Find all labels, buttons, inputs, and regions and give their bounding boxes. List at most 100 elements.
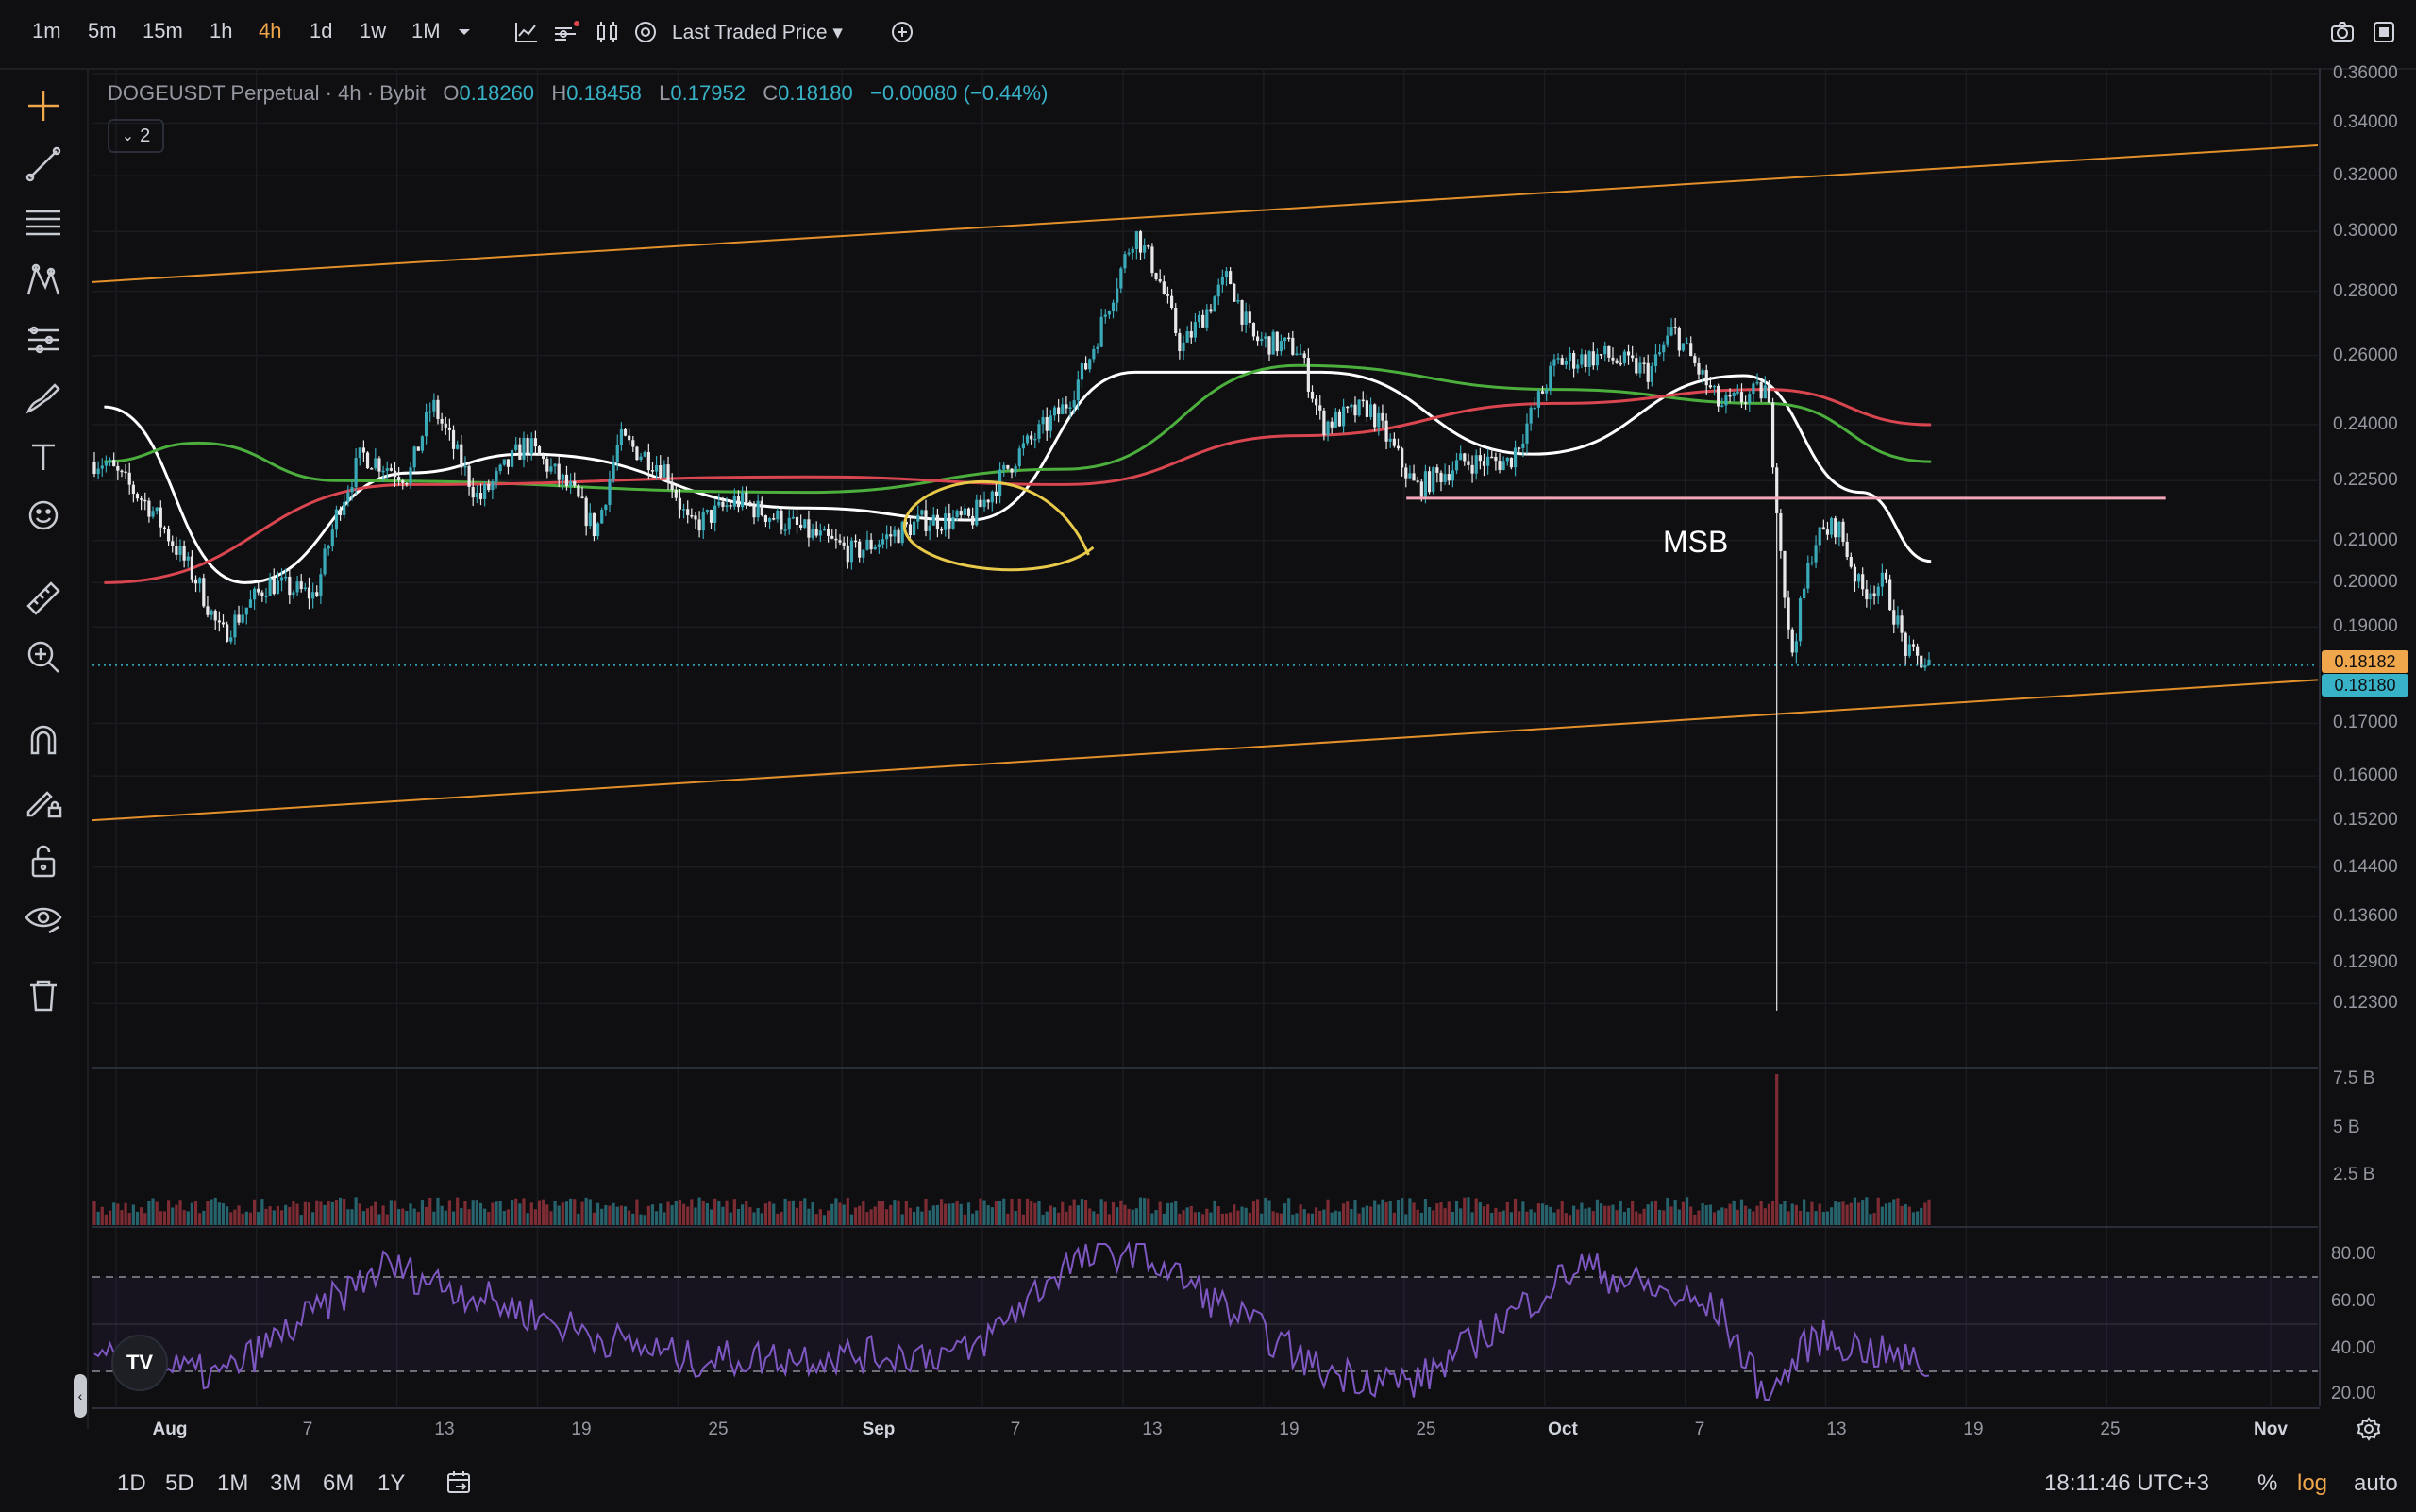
timeframe-5m[interactable]: 5m	[88, 19, 117, 42]
candle-body	[1049, 415, 1052, 431]
volume-bar	[670, 1205, 674, 1225]
volume-bar	[1065, 1211, 1068, 1225]
candle-body	[994, 491, 998, 496]
text-icon[interactable]	[21, 434, 66, 479]
trash-icon[interactable]	[21, 972, 66, 1017]
range-5D[interactable]: 5D	[165, 1470, 194, 1496]
collapse-left-icon[interactable]: ‹	[74, 1374, 87, 1418]
range-1D[interactable]: 1D	[117, 1470, 146, 1496]
candle-body	[760, 500, 763, 516]
candle-body	[311, 592, 315, 599]
clock[interactable]: 18:11:46 UTC+3	[2044, 1470, 2209, 1496]
magnet-icon[interactable]	[21, 717, 66, 763]
symbol-title[interactable]: DOGEUSDT Perpetual · 4h · Bybit	[108, 81, 427, 105]
candle-body	[1408, 473, 1412, 479]
volume-bar	[1552, 1212, 1556, 1225]
tradingview-logo[interactable]: TV	[111, 1335, 168, 1391]
settings-icon[interactable]	[2354, 1414, 2384, 1444]
volume-bar	[346, 1209, 350, 1225]
volume-bar	[725, 1200, 729, 1225]
volume-bar	[787, 1201, 791, 1225]
msb-label[interactable]: MSB	[1663, 525, 1729, 559]
volume-bar	[1704, 1205, 1708, 1225]
trend-line-icon[interactable]	[21, 142, 66, 187]
candle-body	[1892, 610, 1896, 625]
candle-body	[767, 518, 772, 522]
pencil-lock-icon[interactable]	[21, 778, 66, 823]
range-6M[interactable]: 6M	[323, 1470, 355, 1496]
candle-body	[1334, 411, 1337, 428]
price-source-icon[interactable]	[630, 17, 661, 47]
volume-bar	[1107, 1214, 1112, 1225]
calendar-icon[interactable]	[444, 1467, 474, 1497]
candle-body	[830, 535, 834, 539]
volume-bar	[1884, 1203, 1888, 1225]
volume-bar	[1322, 1209, 1326, 1225]
eye-icon[interactable]	[21, 897, 66, 942]
volume-bar	[1748, 1208, 1752, 1225]
chevron-down-icon[interactable]	[449, 17, 479, 47]
emoji-icon[interactable]	[21, 493, 66, 538]
chart-type-icon[interactable]	[512, 17, 542, 47]
timeframe-1M[interactable]: 1M	[411, 19, 441, 42]
crosshair-icon[interactable]	[21, 83, 66, 128]
volume-bar	[1841, 1201, 1845, 1225]
timeframe-4h[interactable]: 4h	[259, 19, 282, 42]
camera-icon[interactable]	[2327, 17, 2357, 47]
volume-bar	[1689, 1206, 1693, 1225]
timeframe-1h[interactable]: 1h	[210, 19, 233, 42]
candle-body	[1162, 281, 1166, 294]
brush-icon[interactable]	[21, 376, 66, 421]
price-type-select[interactable]: Last Traded Price ▾	[672, 22, 843, 43]
range-1Y[interactable]: 1Y	[378, 1470, 406, 1496]
candle-body	[1584, 354, 1587, 367]
volume-bar	[1490, 1213, 1494, 1225]
log-toggle[interactable]: log	[2297, 1470, 2328, 1496]
timeframe-1m[interactable]: 1m	[32, 19, 61, 42]
pattern-icon[interactable]	[21, 259, 66, 304]
candle-body	[573, 480, 577, 486]
volume-bar	[1494, 1207, 1498, 1225]
candle-body	[436, 399, 440, 419]
auto-toggle[interactable]: auto	[2354, 1470, 2398, 1496]
candle-body	[1006, 464, 1010, 469]
zoom-in-icon[interactable]	[21, 634, 66, 680]
candle-body	[939, 529, 944, 531]
ruler-icon[interactable]	[21, 576, 66, 621]
volume-bar	[1451, 1211, 1454, 1225]
lock-icon[interactable]	[21, 838, 66, 883]
volume-bar	[1869, 1214, 1872, 1225]
candle-body	[491, 481, 495, 491]
volume-bar	[248, 1212, 253, 1225]
volume-bar	[350, 1209, 354, 1225]
candle-body	[713, 505, 717, 523]
timeframe-1w[interactable]: 1w	[360, 19, 387, 42]
candle-body	[1435, 467, 1439, 473]
candle-body	[1396, 445, 1401, 449]
volume-bar	[1396, 1200, 1401, 1225]
fib-icon[interactable]	[21, 200, 66, 245]
timeframe-15m[interactable]: 15m	[143, 19, 183, 42]
volume-bar	[897, 1200, 900, 1225]
candle-body	[1213, 296, 1216, 312]
candle-body	[1267, 336, 1271, 355]
percent-toggle[interactable]: %	[2257, 1470, 2278, 1496]
fullscreen-icon[interactable]	[2369, 17, 2399, 47]
candle-body	[537, 446, 542, 456]
candle-body	[1810, 562, 1814, 564]
timeframe-1d[interactable]: 1d	[310, 19, 333, 42]
range-1M[interactable]: 1M	[217, 1470, 249, 1496]
indicators-icon[interactable]	[551, 17, 581, 47]
add-icon[interactable]	[887, 17, 917, 47]
volume-bar	[1518, 1211, 1521, 1225]
forecast-icon[interactable]	[21, 317, 66, 362]
volume-bar	[1189, 1205, 1193, 1225]
candle-body	[1646, 362, 1650, 382]
range-3M[interactable]: 3M	[270, 1470, 302, 1496]
indicators-collapse-button[interactable]: ⌄ 2	[108, 119, 164, 153]
volume-bar	[577, 1213, 580, 1225]
volume-bar	[1236, 1210, 1240, 1225]
templates-icon[interactable]	[593, 17, 623, 47]
date-label: 25	[2100, 1420, 2121, 1439]
